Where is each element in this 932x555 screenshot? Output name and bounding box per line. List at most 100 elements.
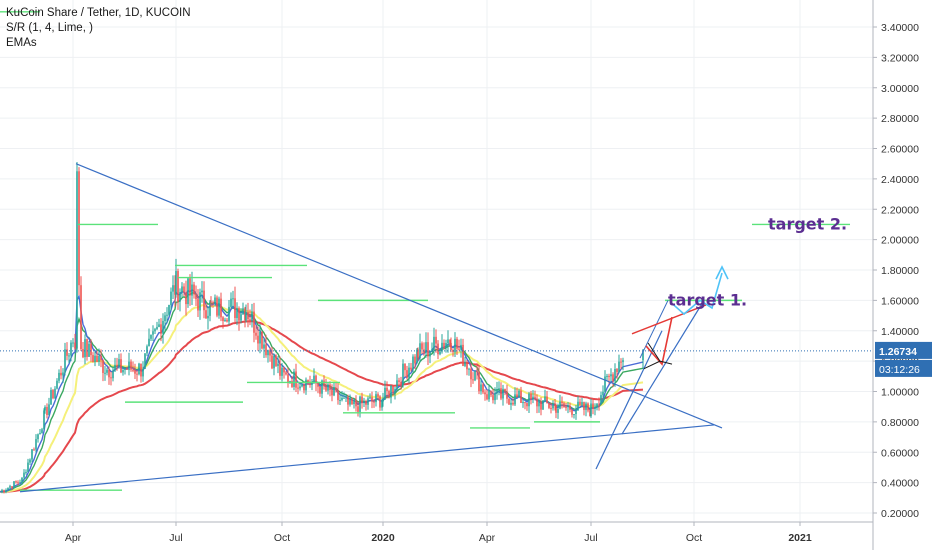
candle-body xyxy=(5,490,7,493)
target-1-label: target 1. xyxy=(668,290,747,309)
wedge-mark xyxy=(659,360,673,365)
y-tick-label: 2.80000 xyxy=(881,113,919,125)
candle-body xyxy=(207,315,209,319)
candle-body xyxy=(575,410,577,415)
candle-body xyxy=(349,398,351,405)
candle-body xyxy=(386,387,388,392)
candle-body xyxy=(524,402,526,404)
candle-body xyxy=(482,384,484,393)
candle-body xyxy=(140,363,142,377)
candle-body xyxy=(417,349,419,358)
candle-body xyxy=(39,432,41,435)
candle-body xyxy=(498,388,500,390)
candle-body xyxy=(269,350,271,356)
candle-body xyxy=(144,353,146,369)
candle-body xyxy=(228,306,230,322)
candle-body xyxy=(44,407,46,411)
candle-body xyxy=(41,429,43,433)
sr-indicator-label[interactable]: S/R (1, 4, Lime, ) xyxy=(6,22,93,34)
trendline-drawings: target 1. target 2. xyxy=(0,163,873,493)
candle-body xyxy=(203,290,205,311)
candle-body xyxy=(359,396,361,412)
projection-red-path xyxy=(645,316,673,366)
candle-body xyxy=(594,407,596,409)
candle-body xyxy=(195,294,197,300)
candle-body xyxy=(130,361,132,370)
candle-body xyxy=(27,462,29,473)
candle-body xyxy=(96,355,98,362)
candle-body xyxy=(410,367,412,370)
candle-body xyxy=(400,381,402,386)
candle-body xyxy=(510,402,512,405)
candle-body xyxy=(98,355,100,362)
price-candles xyxy=(1,162,644,494)
candle-body xyxy=(614,368,616,381)
y-tick-label: 2.60000 xyxy=(881,144,919,156)
candle-body xyxy=(441,342,443,352)
candle-body xyxy=(437,343,439,355)
candle-body xyxy=(319,386,321,394)
symbol-title[interactable]: KuCoin Share / Tether, 1D, KUCOIN xyxy=(6,7,191,19)
candle-body xyxy=(542,400,544,410)
candle-body xyxy=(48,404,50,415)
candle-body xyxy=(50,390,52,405)
candle-body xyxy=(602,391,604,396)
candle-body xyxy=(277,363,279,366)
ascending-trendline xyxy=(19,424,715,493)
candle-body xyxy=(616,368,618,373)
candle-body xyxy=(462,344,464,366)
candle-body xyxy=(230,298,232,307)
candle-body xyxy=(460,344,462,350)
candle-body xyxy=(454,338,456,353)
candle-body xyxy=(554,405,556,407)
candle-body xyxy=(373,401,375,403)
candle-body xyxy=(367,398,369,405)
candle-body xyxy=(175,271,177,295)
candle-body xyxy=(148,338,150,347)
chart-legend: KuCoin Share / Tether, 1D, KUCOIN S/R (1… xyxy=(6,6,191,51)
candle-body xyxy=(94,355,96,363)
candle-body xyxy=(590,403,592,417)
candle-body xyxy=(287,374,289,383)
candle-body xyxy=(291,380,293,387)
grid xyxy=(0,0,873,522)
candle-body xyxy=(494,393,496,401)
candle-body xyxy=(379,396,381,408)
candle-body xyxy=(222,317,224,322)
candle-body xyxy=(341,397,343,401)
candle-body xyxy=(218,298,220,316)
candle-body xyxy=(23,472,25,478)
candle-body xyxy=(275,355,277,366)
candle-body xyxy=(528,393,530,407)
x-tick-label: 2021 xyxy=(788,532,812,544)
candle-body xyxy=(189,278,191,296)
candle-body xyxy=(166,314,168,316)
candle-body xyxy=(220,298,222,318)
countdown-label: 03:12:26 xyxy=(879,364,920,376)
candle-body xyxy=(456,338,458,349)
candle-body xyxy=(1,490,3,492)
candle-body xyxy=(343,397,345,399)
candle-body xyxy=(197,299,199,311)
candle-body xyxy=(142,368,144,377)
emas-indicator-label[interactable]: EMAs xyxy=(6,37,37,49)
candle-body xyxy=(132,369,134,371)
candle-body xyxy=(64,349,66,373)
candle-body xyxy=(439,351,441,355)
candle-body xyxy=(232,298,234,300)
y-tick-label: 0.60000 xyxy=(881,447,919,459)
candle-body xyxy=(565,406,567,408)
candle-body xyxy=(116,364,118,366)
candle-body xyxy=(347,397,349,405)
candle-body xyxy=(156,326,158,330)
candle-body xyxy=(168,304,170,315)
candle-body xyxy=(84,339,86,358)
candle-body xyxy=(56,380,58,389)
candle-body xyxy=(234,298,236,318)
countdown-badge xyxy=(875,359,932,377)
candle-body xyxy=(458,348,460,350)
candle-body xyxy=(285,372,287,375)
candle-body xyxy=(216,297,218,316)
